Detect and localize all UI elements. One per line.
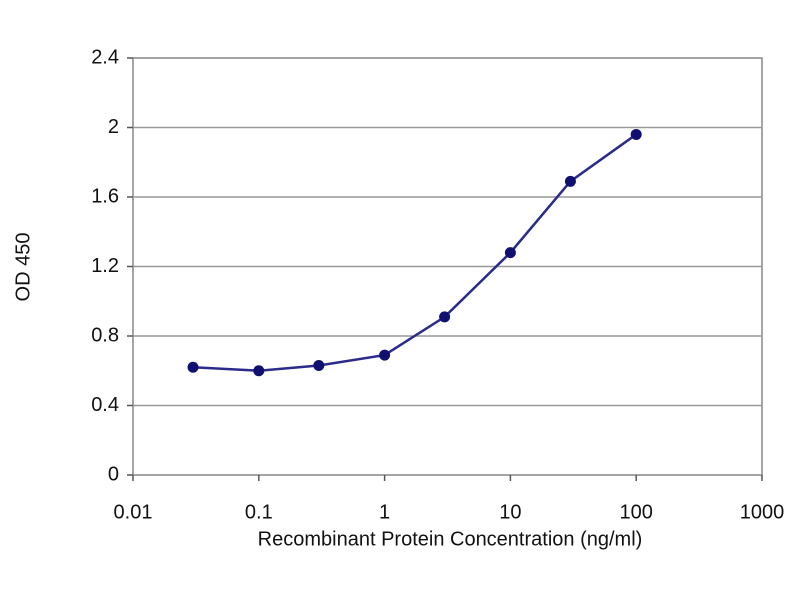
y-tick-label: 1.6 <box>91 185 119 207</box>
y-axis-label: OD 450 <box>12 233 34 302</box>
x-axis-label: Recombinant Protein Concentration (ng/ml… <box>258 528 643 550</box>
data-point <box>439 311 451 323</box>
data-point <box>630 128 642 140</box>
x-tick-label: 1 <box>379 501 390 523</box>
data-point <box>564 175 576 187</box>
data-point <box>379 349 391 361</box>
y-tick-label: 0 <box>108 463 119 485</box>
y-tick-label: 2.4 <box>91 46 119 68</box>
y-tick-label: 0.8 <box>91 324 119 346</box>
x-tick-label: 1000 <box>740 501 785 523</box>
data-line <box>192 133 637 373</box>
data-point <box>187 361 199 373</box>
x-tick-label: 100 <box>620 501 653 523</box>
data-point <box>313 360 325 372</box>
x-tick-label: 0.01 <box>114 501 153 523</box>
x-tick-label: 0.1 <box>245 501 273 523</box>
x-tick-label: 10 <box>499 501 521 523</box>
y-tick-label: 1.2 <box>91 255 119 277</box>
y-tick-label: 2 <box>108 116 119 138</box>
data-point <box>253 365 265 377</box>
y-tick-label: 0.4 <box>91 394 119 416</box>
data-point <box>504 247 516 259</box>
